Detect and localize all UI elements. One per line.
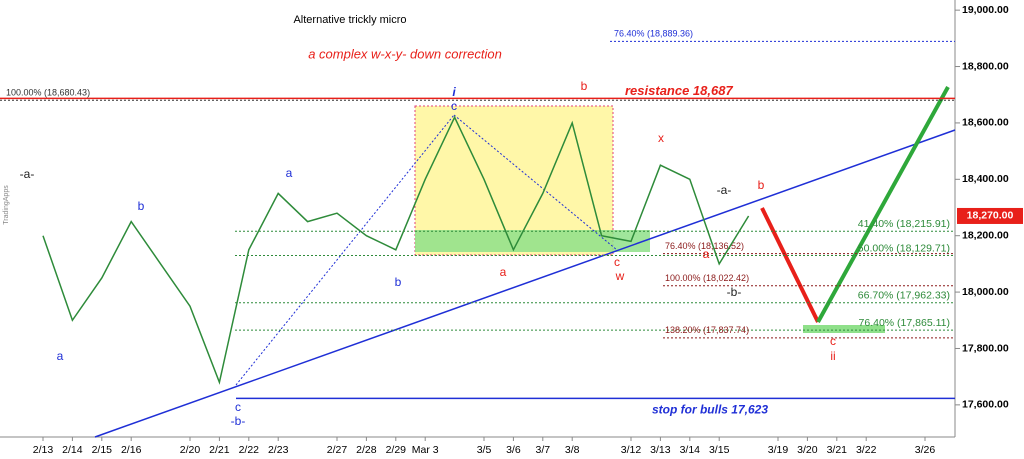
- x-tick-label: 2/13: [33, 444, 54, 456]
- price-line: [42, 115, 750, 385]
- x-tick-label: 3/19: [768, 444, 789, 456]
- x-tick-label: 3/14: [680, 444, 701, 456]
- wave-label: -a-: [20, 167, 35, 181]
- y-tick-label: 18,400.00: [962, 173, 1009, 185]
- chart-subtitle: a complex w-x-y- down correction: [308, 46, 502, 61]
- x-tick-label: 3/21: [827, 444, 848, 456]
- x-tick-label: 2/29: [386, 444, 407, 456]
- wave-label: a: [500, 265, 507, 279]
- green-zone: [415, 230, 650, 252]
- wave-label: a: [57, 349, 64, 363]
- x-tick-label: 2/20: [180, 444, 201, 456]
- level-label: 41.40% (18,215.91): [858, 218, 950, 230]
- level-label: 100.00% (18,680.43): [6, 88, 90, 98]
- x-tick-label: 3/6: [506, 444, 521, 456]
- x-tick-label: 3/5: [477, 444, 492, 456]
- x-tick-label: 2/22: [239, 444, 260, 456]
- wave-label: -b-: [231, 414, 246, 428]
- x-tick-label: 3/26: [915, 444, 936, 456]
- wave-label: ii: [830, 349, 835, 363]
- x-tick-label: 3/12: [621, 444, 642, 456]
- wave-label: -b-: [727, 285, 742, 299]
- level-label: 76.40% (17,865.11): [859, 317, 950, 329]
- wave-label: c: [830, 334, 836, 348]
- wave-label: b: [395, 275, 402, 289]
- channel-line: [235, 114, 455, 386]
- level-label: resistance 18,687: [625, 83, 733, 98]
- y-tick-label: 17,600.00: [962, 399, 1009, 411]
- level-label: 100.00% (18,022.42): [665, 273, 749, 283]
- x-tick-label: Mar 3: [412, 444, 439, 456]
- source: TradingApps: [3, 185, 10, 225]
- last-price-label: 18,270.00: [967, 210, 1014, 222]
- level-label: stop for bulls 17,623: [652, 403, 768, 417]
- y-tick-label: 17,800.00: [962, 342, 1009, 354]
- target-zone: [803, 325, 885, 333]
- wave-label: c: [451, 99, 457, 113]
- x-tick-label: 2/16: [121, 444, 142, 456]
- wave-label: i: [452, 85, 456, 99]
- level-label: 138.20% (17,837.74): [665, 325, 749, 335]
- x-tick-label: 2/28: [356, 444, 377, 456]
- x-tick-label: 3/8: [565, 444, 580, 456]
- x-tick-label: 2/27: [327, 444, 348, 456]
- wave-label: b: [581, 79, 588, 93]
- trend-line: [94, 129, 956, 438]
- y-tick-label: 18,800.00: [962, 60, 1009, 72]
- level-label: 50.00% (18,129.71): [858, 242, 950, 254]
- level-label: 76.40% (18,136.52): [665, 241, 744, 251]
- wave-label: a: [286, 166, 293, 180]
- x-tick-label: 2/15: [92, 444, 113, 456]
- wave-label: x: [658, 131, 664, 145]
- y-tick-label: 18,200.00: [962, 229, 1009, 241]
- x-tick-label: 3/13: [650, 444, 671, 456]
- wave-label: b: [758, 178, 765, 192]
- last-price-box: [957, 207, 1023, 224]
- x-tick-label: 2/14: [62, 444, 83, 456]
- chart-title: Alternative trickly micro: [293, 14, 406, 26]
- y-tick-label: 18,000.00: [962, 286, 1009, 298]
- level-label: 66.70% (17,962.33): [858, 289, 950, 301]
- wave-label: c: [614, 255, 620, 269]
- x-tick-label: 2/21: [209, 444, 230, 456]
- y-tick-label: 18,600.00: [962, 117, 1009, 129]
- x-tick-label: 3/20: [797, 444, 818, 456]
- wave-label: w: [615, 269, 625, 283]
- level-label: 76.40% (18,889.36): [614, 29, 693, 39]
- channel-line: [453, 114, 618, 251]
- y-tick-label: 19,000.00: [962, 4, 1009, 16]
- wave-label: a: [703, 247, 710, 261]
- x-tick-label: 2/23: [268, 444, 289, 456]
- wave-label: c: [235, 400, 241, 414]
- x-tick-label: 3/15: [709, 444, 730, 456]
- wave-label: -a-: [717, 183, 732, 197]
- x-tick-label: 3/22: [856, 444, 877, 456]
- projection-up: [816, 86, 950, 323]
- wave-label: b: [138, 199, 145, 213]
- x-tick-label: 3/7: [535, 444, 550, 456]
